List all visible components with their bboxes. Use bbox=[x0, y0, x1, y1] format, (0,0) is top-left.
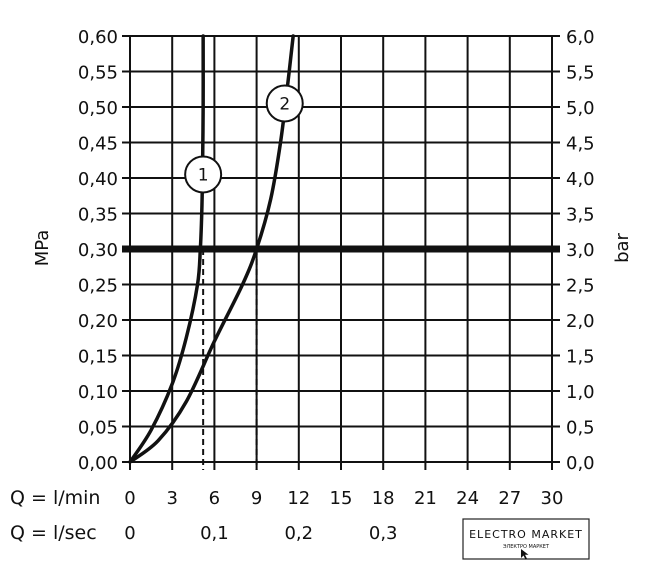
x-axis-row1-tick-label: 6 bbox=[209, 488, 220, 509]
x-axis-row1-tick-label: 12 bbox=[287, 488, 310, 509]
x-axis-row1-tick-label: 18 bbox=[372, 488, 395, 509]
curve-marker-circle-1 bbox=[184, 155, 223, 194]
left-axis-tick-label: 0,00 bbox=[78, 453, 118, 474]
curve-labels: 12 bbox=[184, 84, 304, 194]
curve-marker-label-1: 1 bbox=[198, 165, 209, 185]
logo-subtitle: ЭЛЕКТРО МАРКЕТ bbox=[503, 544, 550, 550]
x-axis-row1-tick-label: 24 bbox=[456, 488, 479, 509]
right-axis-tick-label: 5,5 bbox=[566, 63, 595, 84]
x-axis-row2-tick-label: 0,2 bbox=[284, 523, 313, 544]
left-axis-title: MPa bbox=[32, 230, 53, 267]
left-axis-tick-label: 0,50 bbox=[78, 98, 118, 119]
electro-market-logo: ELECTRO MARKET ЭЛЕКТРО МАРКЕТ bbox=[462, 518, 590, 560]
x-axis-row1-label: Q = l/min bbox=[10, 487, 100, 509]
right-axis-tick-label: 2,5 bbox=[566, 276, 595, 297]
right-axis-tick-label: 1,5 bbox=[566, 347, 595, 368]
right-axis-tick-label: 4,5 bbox=[566, 134, 595, 155]
right-axis-tick-label: 0,5 bbox=[566, 418, 595, 439]
cursor-icon bbox=[521, 549, 529, 560]
right-axis-tick-label: 0,0 bbox=[566, 453, 595, 474]
right-axis-tick-label: 3,0 bbox=[566, 240, 595, 261]
right-axis-tick-label: 1,0 bbox=[566, 382, 595, 403]
left-axis-tick-label: 0,30 bbox=[78, 240, 118, 261]
left-axis-tick-label: 0,60 bbox=[78, 27, 118, 48]
left-axis-tick-label: 0,35 bbox=[78, 205, 118, 226]
right-axis-title: bar bbox=[612, 232, 633, 262]
right-axis-tick-label: 4,0 bbox=[566, 169, 595, 190]
left-axis-tick-label: 0,15 bbox=[78, 347, 118, 368]
x-axis-row1-tick-label: 21 bbox=[414, 488, 437, 509]
left-axis-tick-label: 0,25 bbox=[78, 276, 118, 297]
right-axis-ticks: 0,0 0,5 1,0 1,5 2,0 2,5 3,0 3,5 4,0 4,5 5,0 5,5 6,0 bbox=[566, 27, 595, 474]
logo-title: ELECTRO MARKET bbox=[469, 528, 583, 541]
x-axis-row1-tick-label: 15 bbox=[330, 488, 353, 509]
left-axis-tick-label: 0,40 bbox=[78, 169, 118, 190]
left-axis-tick-label: 0,45 bbox=[78, 134, 118, 155]
left-axis-tick-label: 0,20 bbox=[78, 311, 118, 332]
grid bbox=[122, 35, 560, 470]
x-axis-row2-tick-label: 0 bbox=[124, 523, 135, 544]
right-axis-tick-label: 6,0 bbox=[566, 27, 595, 48]
x-axis-row1-tick-label: 27 bbox=[498, 488, 521, 509]
right-axis-tick-label: 3,5 bbox=[566, 205, 595, 226]
curve-marker-label-2: 2 bbox=[279, 94, 290, 114]
x-axis-row1-tick-label: 9 bbox=[251, 488, 262, 509]
reference-line-group bbox=[122, 245, 560, 470]
right-axis-tick-label: 2,0 bbox=[566, 311, 595, 332]
x-axis-ticks: 0 3 6 9 12 15 18 21 24 27 30 0 0,1 0,2 0,3 bbox=[124, 488, 563, 544]
x-axis-row1-tick-label: 0 bbox=[124, 488, 135, 509]
right-axis-tick-label: 5,0 bbox=[566, 98, 595, 119]
curve-marker-circle-2 bbox=[265, 84, 304, 123]
left-axis-tick-label: 0,55 bbox=[78, 63, 118, 84]
x-axis-row2-tick-label: 0,3 bbox=[369, 523, 398, 544]
x-axis-row2-label: Q = l/sec bbox=[10, 522, 97, 544]
left-axis-tick-label: 0,05 bbox=[78, 418, 118, 439]
curve-series-1 bbox=[128, 34, 205, 464]
x-axis-row1-tick-label: 3 bbox=[166, 488, 177, 509]
left-axis-ticks: 0,00 0,05 0,10 0,15 0,20 0,25 0,30 0,35 0,40 0,45… bbox=[78, 27, 118, 474]
left-axis-tick-label: 0,10 bbox=[78, 382, 118, 403]
x-axis-row1-tick-label: 30 bbox=[541, 488, 564, 509]
x-axis-row2-tick-label: 0,1 bbox=[200, 523, 229, 544]
